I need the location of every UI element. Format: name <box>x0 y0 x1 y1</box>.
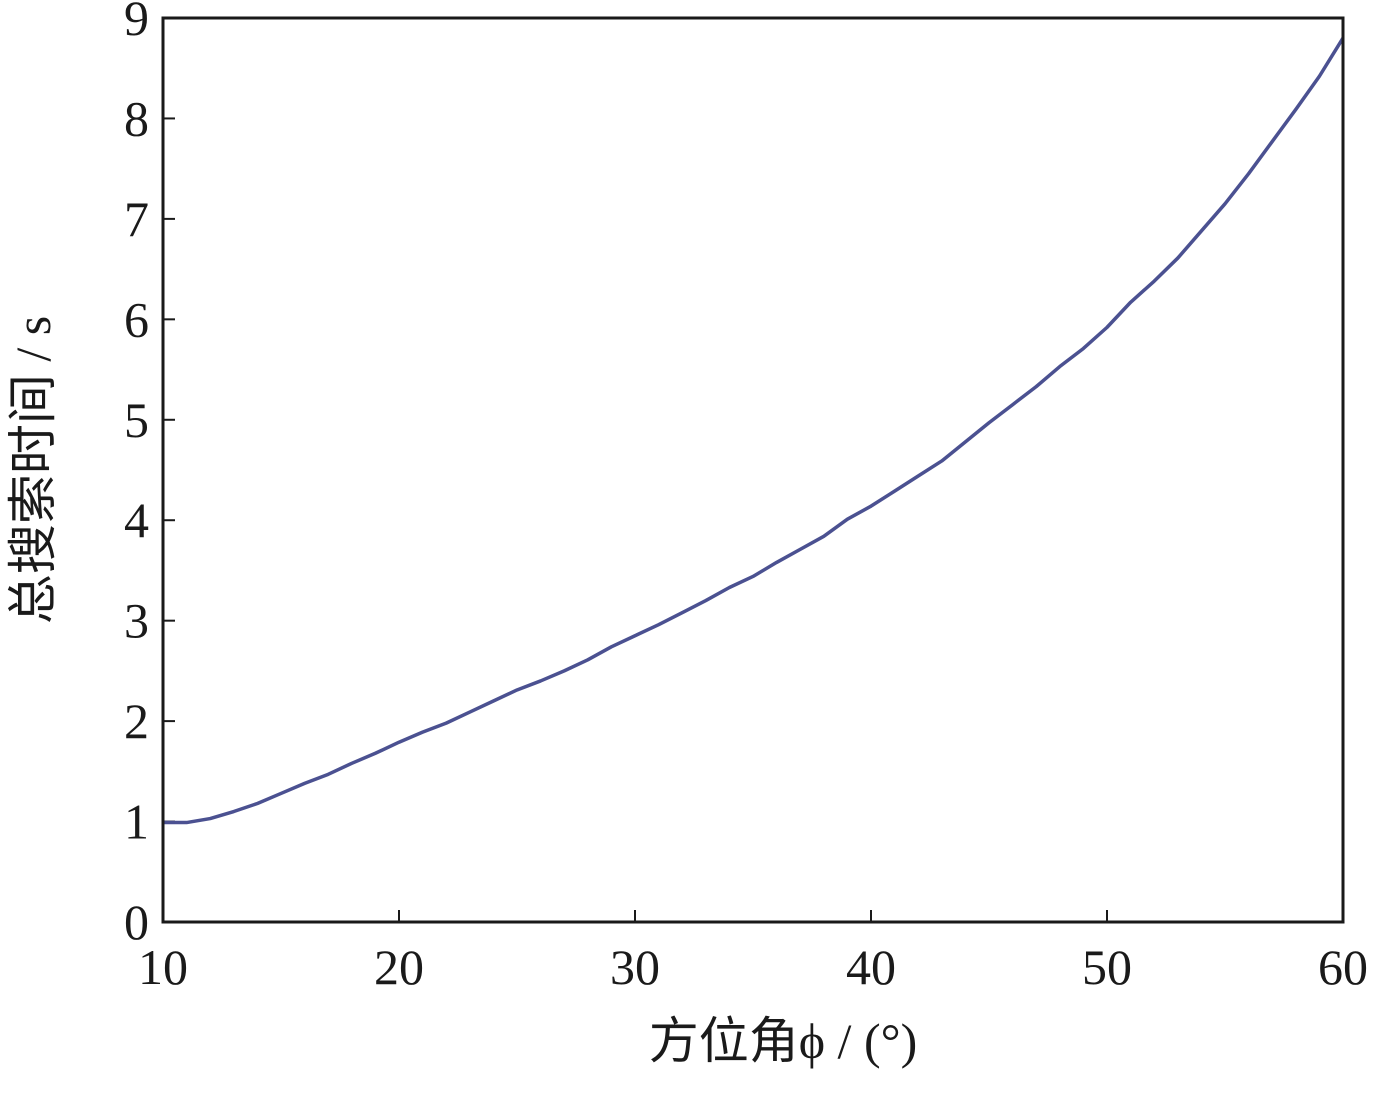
x-tick-label: 30 <box>610 939 660 995</box>
y-tick-label: 7 <box>124 191 149 247</box>
y-tick-label: 1 <box>124 794 149 850</box>
y-tick-label: 8 <box>124 90 149 146</box>
y-tick-label: 3 <box>124 593 149 649</box>
plot-frame <box>161 16 1345 924</box>
y-tick-label: 2 <box>124 693 149 749</box>
y-tick-label: 6 <box>124 291 149 347</box>
y-tick-label: 4 <box>124 492 149 548</box>
x-tick-label: 40 <box>846 939 896 995</box>
y-tick-label: 5 <box>124 392 149 448</box>
x-tick-label: 20 <box>374 939 424 995</box>
x-tick-label: 60 <box>1318 939 1368 995</box>
data-line <box>163 37 1345 825</box>
x-axis-title: 方位角ϕ / (°) <box>649 1013 918 1069</box>
x-tick-label: 50 <box>1082 939 1132 995</box>
y-tick-label: 9 <box>124 0 149 46</box>
y-tick-label: 0 <box>124 894 149 950</box>
x-tick-label: 10 <box>138 939 188 995</box>
y-axis-title: 总搜索时间 / s <box>5 316 61 624</box>
